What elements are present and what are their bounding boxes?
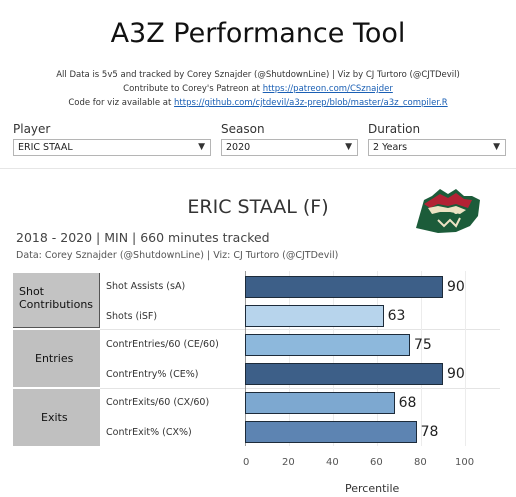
- grid-line: [421, 271, 422, 446]
- bar-shots: [245, 305, 384, 327]
- row-label-contr-entries: ContrEntries/60 (CE/60): [106, 339, 219, 350]
- player-filter-label: Player: [13, 122, 51, 136]
- row-label-shot-assists: Shot Assists (sA): [106, 281, 186, 292]
- player-name: ERIC STAAL (F): [187, 196, 329, 218]
- grid-line: [289, 271, 290, 446]
- grid-line: [465, 271, 466, 446]
- x-axis-baseline: [245, 271, 246, 446]
- group-label: Exits: [41, 411, 68, 424]
- code-line: Code for viz available at https://github…: [0, 98, 516, 108]
- bar-value-label: 78: [420, 424, 439, 440]
- x-tick-label: 40: [326, 457, 339, 468]
- bar-value-label: 68: [398, 395, 417, 411]
- app-title: A3Z Performance Tool: [110, 18, 406, 49]
- row-label-shots: Shots (iSF): [106, 311, 158, 322]
- chevron-down-icon: ▼: [493, 142, 500, 152]
- bar-contr-exits: [245, 392, 395, 414]
- row-separator: [100, 388, 500, 389]
- bar-value-label: 75: [414, 337, 432, 353]
- chevron-down-icon: ▼: [198, 142, 205, 152]
- credit-line: All Data is 5v5 and tracked by Corey Szn…: [56, 70, 460, 80]
- group-exits: Exits: [13, 389, 100, 446]
- player-select-value: ERIC STAAL: [18, 142, 73, 153]
- duration-select-value: 2 Years: [373, 142, 408, 153]
- row-label-contr-exits: ContrExits/60 (CX/60): [106, 397, 210, 408]
- row-separator: [100, 329, 500, 330]
- bar-value-label: 90: [447, 279, 465, 295]
- data-credit-line: Data: Corey Sznajder (@ShutdownLine) | V…: [16, 250, 339, 261]
- group-shot-contributions: Shot Contributions: [13, 273, 100, 328]
- x-tick-label: 60: [370, 457, 383, 468]
- duration-filter-label: Duration: [368, 122, 421, 136]
- row-label-contr-entry-pct: ContrEntry% (CE%): [106, 369, 199, 380]
- bar-value-label: 63: [387, 308, 406, 324]
- bar-contr-exit-pct: [245, 421, 417, 443]
- season-filter-label: Season: [221, 122, 265, 136]
- grid-line: [377, 271, 378, 446]
- group-label: Entries: [35, 352, 74, 365]
- bar-contr-entries: [245, 334, 410, 356]
- group-label: Shot Contributions: [19, 285, 94, 311]
- x-tick-label: 100: [455, 457, 475, 468]
- divider: [0, 168, 516, 169]
- bar-contr-entry-pct: [245, 363, 443, 385]
- row-label-contr-exit-pct: ContrExit% (CX%): [106, 427, 192, 438]
- bar-shot-assists: [245, 276, 443, 298]
- code-prefix: Code for viz available at: [68, 98, 175, 108]
- x-tick-label: 80: [414, 457, 427, 468]
- x-tick-label: 0: [243, 457, 250, 468]
- x-axis-title: Percentile: [345, 482, 400, 495]
- duration-select[interactable]: 2 Years ▼: [368, 139, 506, 156]
- group-entries: Entries: [13, 330, 100, 387]
- player-select[interactable]: ERIC STAAL ▼: [13, 139, 211, 156]
- player-subhead: 2018 - 2020 | MIN | 660 minutes tracked: [16, 230, 270, 245]
- x-tick-label: 20: [282, 457, 295, 468]
- season-select-value: 2020: [226, 142, 251, 153]
- season-select[interactable]: 2020 ▼: [221, 139, 358, 156]
- patreon-line: Contribute to Corey's Patreon at https:/…: [0, 84, 516, 94]
- team-logo: [416, 189, 480, 233]
- bar-value-label: 90: [447, 366, 465, 382]
- grid-line: [333, 271, 334, 446]
- patreon-link[interactable]: https://patreon.com/CSznajder: [262, 84, 393, 94]
- code-link[interactable]: https://github.com/cjtdevil/a3z-prep/blo…: [174, 98, 448, 108]
- chevron-down-icon: ▼: [345, 142, 352, 152]
- patreon-prefix: Contribute to Corey's Patreon at: [123, 84, 263, 94]
